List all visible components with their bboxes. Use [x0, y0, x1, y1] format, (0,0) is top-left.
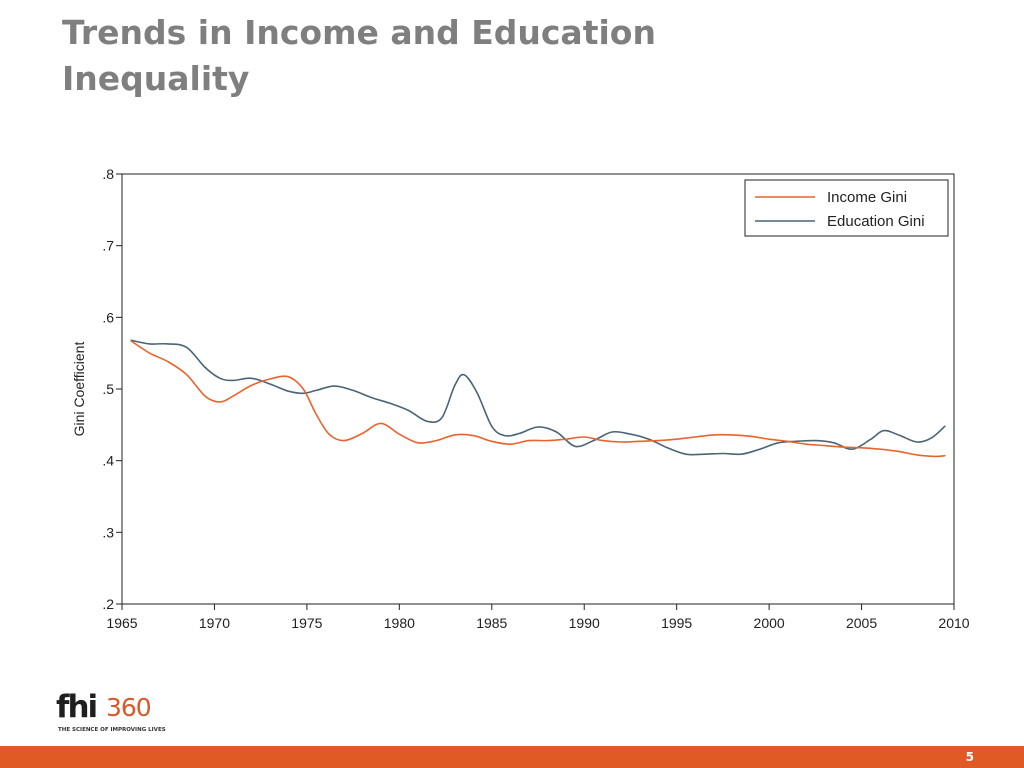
legend: Income Gini Education Gini — [744, 179, 949, 237]
x-tick-label: 1995 — [661, 615, 692, 631]
series-layer — [130, 339, 946, 458]
x-tick-label: 1980 — [384, 615, 415, 631]
plot-border — [121, 173, 955, 605]
x-tick-label: 1965 — [106, 615, 137, 631]
series-line-education-gini — [130, 339, 946, 456]
footer-bar: 5 — [0, 746, 1024, 768]
x-axis: 1965 1970 1975 1980 1985 1990 1995 2000 2005 2010 — [106, 604, 970, 631]
legend-label-income-gini: Income Gini — [827, 189, 907, 206]
y-tick-label: .2 — [102, 596, 114, 612]
logo-text-main: fhi — [56, 689, 98, 725]
y-axis: .2 .3 .4 .5 .6 .7 .8 Gini Coefficient — [71, 166, 122, 612]
x-tick-label: 2005 — [846, 615, 877, 631]
x-tick-label: 1990 — [569, 615, 600, 631]
y-axis-label: Gini Coefficient — [71, 342, 87, 437]
slide-title: Trends in Income and Education Inequalit… — [62, 13, 656, 98]
y-tick-label: .3 — [102, 524, 114, 540]
plot-frame — [121, 173, 955, 605]
y-tick-label: .4 — [102, 453, 114, 469]
page-number: 5 — [965, 750, 974, 764]
series-line-income-gini — [130, 340, 946, 458]
x-tick-label: 2000 — [754, 615, 785, 631]
y-tick-label: .8 — [102, 166, 114, 182]
x-tick-label: 1985 — [476, 615, 507, 631]
x-tick-label: 1975 — [291, 615, 322, 631]
fhi360-logo: fhi 360 THE SCIENCE OF IMPROVING LIVES — [56, 690, 166, 740]
y-tick-label: .6 — [102, 309, 114, 325]
y-tick-label: .5 — [102, 381, 114, 397]
y-tick-label: .7 — [102, 238, 114, 254]
logo-tagline: THE SCIENCE OF IMPROVING LIVES — [58, 727, 166, 733]
x-tick-label: 2010 — [938, 615, 969, 631]
x-tick-label: 1970 — [199, 615, 230, 631]
logo-text-number: 360 — [106, 693, 152, 722]
legend-box — [744, 179, 949, 237]
legend-label-education-gini: Education Gini — [827, 213, 925, 230]
